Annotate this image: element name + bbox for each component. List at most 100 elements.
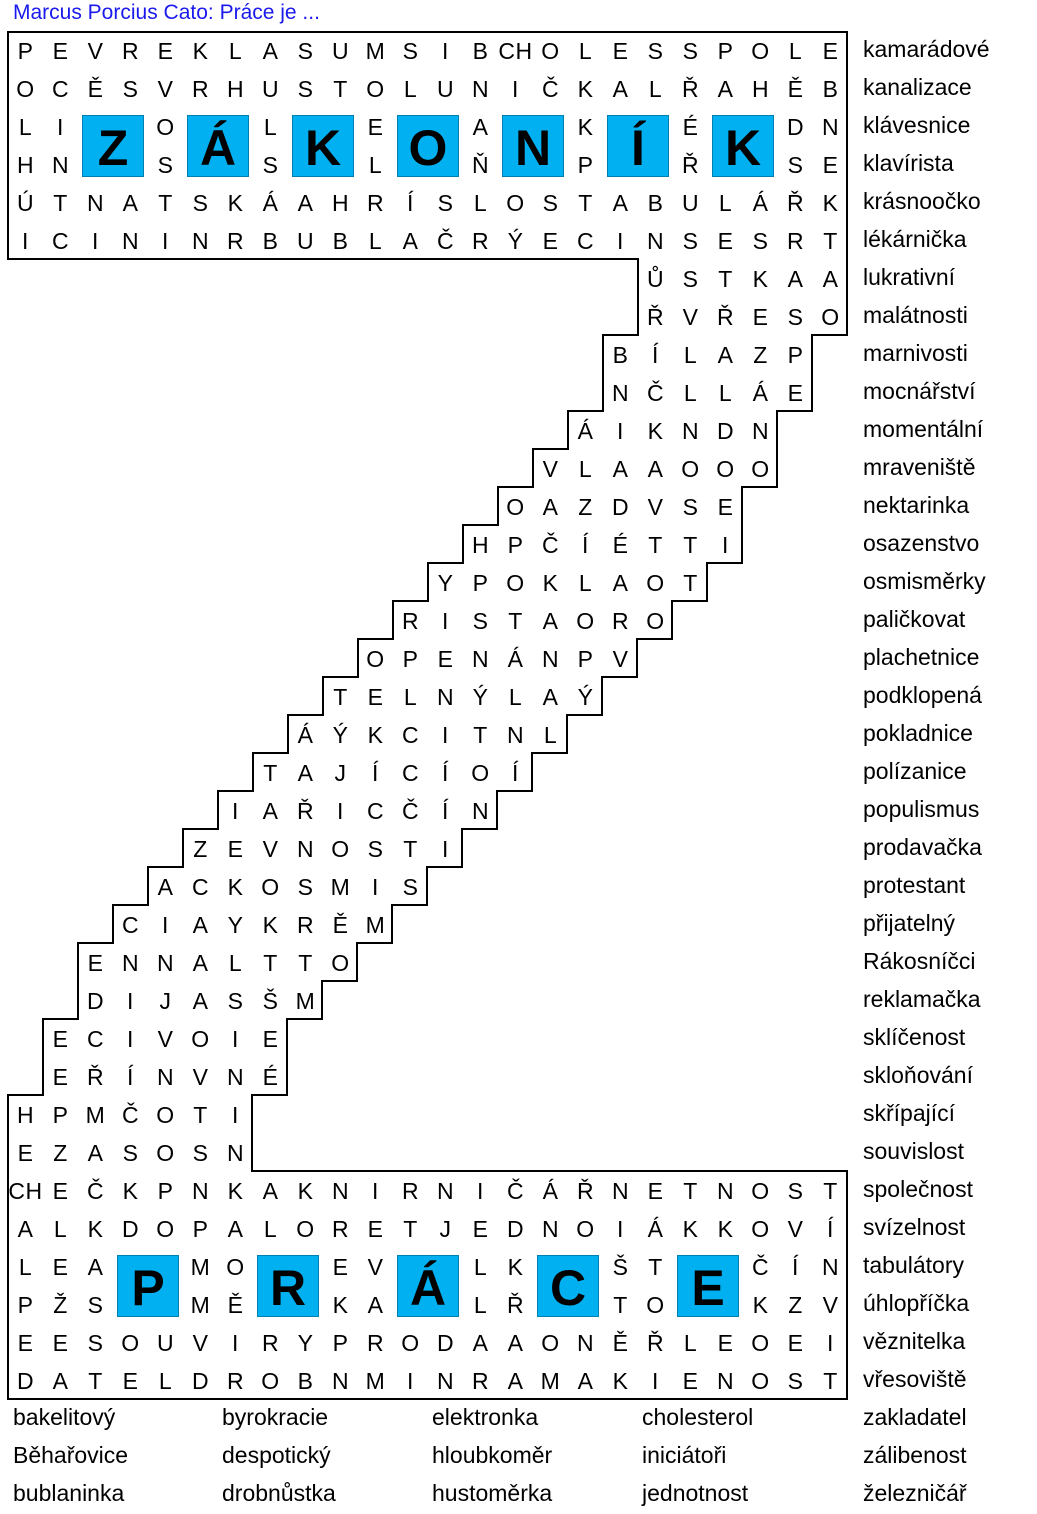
grid-cell: Ě: [227, 1292, 244, 1318]
grid-cell: O: [821, 304, 840, 330]
grid-cell: D: [121, 1216, 140, 1242]
solution-bottom-letter: E: [677, 1255, 739, 1317]
grid-cell: T: [823, 1178, 838, 1204]
grid-cell: S: [402, 874, 419, 900]
grid-cell: O: [681, 456, 700, 482]
grid-cell: O: [261, 874, 280, 900]
word-list-item: Běhařovice: [13, 1442, 129, 1468]
grid-cell: K: [752, 266, 769, 292]
grid-cell: V: [157, 76, 174, 102]
grid-cell: N: [51, 152, 70, 178]
grid-cell: K: [682, 1216, 699, 1242]
grid-cell: Š: [612, 1254, 629, 1280]
grid-cell: Č: [646, 380, 665, 406]
grid-cell: V: [612, 646, 629, 672]
grid-cell: A: [472, 1330, 489, 1356]
grid-cell: V: [262, 836, 279, 862]
grid-cell: M: [365, 1368, 386, 1394]
grid-cell: Č: [121, 1102, 140, 1128]
grid-cell: O: [751, 38, 770, 64]
grid-cell: C: [86, 1026, 105, 1052]
grid-cell: Y: [297, 1330, 314, 1356]
grid-cell: Ř: [716, 304, 735, 330]
grid-cell: O: [541, 1330, 560, 1356]
grid-cell: N: [646, 228, 665, 254]
grid-cell: B: [332, 228, 349, 254]
word-list-item: prodavačka: [863, 834, 982, 860]
grid-cell: O: [576, 608, 595, 634]
word-list-item: zálibenost: [863, 1442, 967, 1468]
grid-cell: L: [508, 684, 523, 710]
grid-cell: I: [722, 532, 729, 558]
grid-cell: N: [156, 950, 175, 976]
grid-cell: A: [717, 76, 734, 102]
grid-cell: L: [683, 380, 698, 406]
grid-cell: A: [157, 874, 174, 900]
grid-cell: H: [331, 190, 350, 216]
grid-cell: L: [683, 1330, 698, 1356]
grid-cell: I: [442, 608, 449, 634]
grid-cell: A: [262, 798, 279, 824]
grid-cell: S: [87, 1330, 104, 1356]
grid-cell: H: [16, 1102, 35, 1128]
word-list-item: plachetnice: [863, 644, 980, 670]
grid-cell: I: [512, 76, 519, 102]
grid-cell: N: [296, 836, 315, 862]
grid-cell: Á: [752, 380, 769, 406]
grid-cell: C: [401, 760, 420, 786]
grid-cell: A: [52, 1368, 69, 1394]
grid-cell: T: [403, 836, 418, 862]
grid-cell: C: [576, 228, 595, 254]
grid-cell: É: [682, 114, 699, 140]
grid-cell: M: [365, 38, 386, 64]
grid-cell: N: [436, 684, 455, 710]
grid-cell: O: [751, 1368, 770, 1394]
grid-cell: U: [681, 190, 700, 216]
word-list-item: momentální: [863, 416, 984, 442]
grid-cell: K: [262, 912, 279, 938]
grid-cell: N: [191, 1178, 210, 1204]
grid-cell: K: [297, 1178, 314, 1204]
grid-cell: S: [787, 152, 804, 178]
grid-cell: N: [121, 950, 140, 976]
grid-cell: N: [191, 228, 210, 254]
grid-cell: P: [577, 646, 594, 672]
grid-cell: V: [542, 456, 559, 482]
grid-cell: Č: [86, 1178, 105, 1204]
grid-cell: U: [296, 228, 315, 254]
grid-cell: T: [403, 1216, 418, 1242]
grid-cell: Í: [652, 342, 659, 368]
grid-cell: E: [17, 1330, 34, 1356]
grid-cell: I: [827, 1330, 834, 1356]
grid-cell: M: [190, 1292, 211, 1318]
grid-cell: R: [611, 608, 630, 634]
grid-cell: E: [262, 1026, 279, 1052]
word-list-item: osazenstvo: [863, 530, 980, 556]
grid-cell: N: [716, 1368, 735, 1394]
grid-cell: N: [681, 418, 700, 444]
grid-cell: B: [262, 228, 279, 254]
grid-cell: I: [617, 228, 624, 254]
solution-top-letter: Z: [82, 115, 144, 177]
grid-cell: A: [122, 190, 139, 216]
grid-cell: S: [647, 38, 664, 64]
word-list-item: lékárnička: [863, 226, 967, 252]
grid-cell: Ý: [332, 722, 349, 748]
grid-cell: Č: [541, 532, 560, 558]
grid-cell: J: [159, 988, 172, 1014]
grid-cell: L: [718, 190, 733, 216]
grid-cell: P: [52, 1102, 69, 1128]
grid-cell: S: [157, 152, 174, 178]
grid-cell: A: [402, 228, 419, 254]
grid-cell: T: [648, 532, 663, 558]
grid-cell: I: [232, 1330, 239, 1356]
grid-cell: T: [298, 950, 313, 976]
grid-cell: L: [473, 1292, 488, 1318]
grid-cell: S: [472, 608, 489, 634]
grid-cell: Ě: [612, 1330, 629, 1356]
grid-cell: P: [717, 38, 734, 64]
grid-cell: S: [367, 836, 384, 862]
word-list-item: sklíčenost: [863, 1024, 966, 1050]
